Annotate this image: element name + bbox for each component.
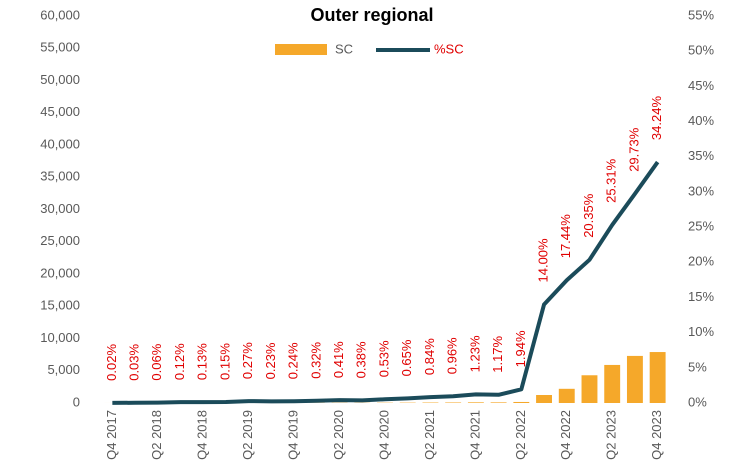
- data-label: 0.03%: [127, 343, 142, 380]
- legend-swatch: [275, 44, 327, 55]
- y-tick-label: 60,000: [40, 7, 80, 22]
- x-tick-label: Q4 2022: [558, 410, 573, 460]
- bar: [604, 364, 621, 403]
- y-tick-label: 35,000: [40, 169, 80, 184]
- bar: [626, 355, 643, 403]
- y-tick-label: 45,000: [40, 104, 80, 119]
- y-tick-label: 20,000: [40, 265, 80, 280]
- x-tick-label: Q2 2019: [240, 410, 255, 460]
- y-tick-label: 25,000: [40, 233, 80, 248]
- y-tick-label: 40,000: [40, 136, 80, 151]
- y-tick-label: 50,000: [40, 72, 80, 87]
- x-tick-label: Q4 2017: [104, 410, 119, 460]
- x-tick-label: Q2 2018: [149, 410, 164, 460]
- bar: [467, 402, 484, 403]
- data-label: 0.41%: [331, 341, 346, 378]
- y2-tick-label: 10%: [688, 324, 714, 339]
- y-tick-label: 0: [73, 394, 80, 409]
- data-label: 0.32%: [308, 341, 323, 378]
- x-tick-label: Q4 2018: [195, 410, 210, 460]
- data-label: 0.23%: [263, 342, 278, 379]
- x-tick-label: Q2 2020: [331, 410, 346, 460]
- bar: [513, 401, 530, 403]
- data-label: 0.53%: [376, 340, 391, 377]
- chart-title: Outer regional: [310, 5, 433, 25]
- data-label: 0.15%: [217, 343, 232, 380]
- data-label: 20.35%: [581, 193, 596, 238]
- y2-tick-label: 55%: [688, 7, 714, 22]
- bar: [445, 402, 462, 403]
- legend-label: %SC: [434, 41, 464, 56]
- data-label: 0.38%: [354, 341, 369, 378]
- data-label: 0.12%: [172, 343, 187, 380]
- bar: [558, 388, 575, 403]
- x-tick-label: Q4 2020: [376, 410, 391, 460]
- data-label: 1.17%: [490, 335, 505, 372]
- data-label: 0.13%: [195, 343, 210, 380]
- data-label: 0.06%: [149, 343, 164, 380]
- data-label: 0.84%: [422, 338, 437, 375]
- data-label: 34.24%: [649, 96, 664, 141]
- x-tick-label: Q2 2021: [422, 410, 437, 460]
- y-tick-label: 10,000: [40, 330, 80, 345]
- data-label: 25.31%: [604, 158, 619, 203]
- bar: [490, 402, 507, 403]
- data-label: 17.44%: [558, 214, 573, 259]
- y-tick-label: 55,000: [40, 40, 80, 55]
- y-tick-label: 15,000: [40, 298, 80, 313]
- x-tick-label: Q2 2023: [604, 410, 619, 460]
- y2-tick-label: 30%: [688, 183, 714, 198]
- data-label: 14.00%: [535, 238, 550, 283]
- y2-tick-label: 50%: [688, 43, 714, 58]
- y2-tick-label: 15%: [688, 289, 714, 304]
- x-tick-label: Q4 2021: [467, 410, 482, 460]
- legend-label: SC: [335, 41, 353, 56]
- line: [112, 160, 660, 405]
- x-tick-label: Q4 2019: [286, 410, 301, 460]
- y2-tick-label: 25%: [688, 219, 714, 234]
- y-tick-label: 5,000: [47, 362, 80, 377]
- bar: [649, 352, 666, 403]
- y2-tick-label: 20%: [688, 254, 714, 269]
- y2-tick-label: 5%: [688, 359, 707, 374]
- y2-tick-label: 0%: [688, 394, 707, 409]
- data-label: 1.94%: [513, 330, 528, 367]
- data-label: 0.24%: [286, 342, 301, 379]
- data-label: 0.65%: [399, 339, 414, 376]
- y2-tick-label: 45%: [688, 78, 714, 93]
- x-tick-label: Q4 2023: [649, 410, 664, 460]
- y-tick-label: 30,000: [40, 201, 80, 216]
- bar: [536, 395, 552, 403]
- data-label: 0.02%: [104, 344, 119, 381]
- bar: [581, 375, 598, 403]
- data-label: 0.27%: [240, 342, 255, 379]
- y2-tick-label: 35%: [688, 148, 714, 163]
- x-tick-label: Q2 2022: [513, 410, 528, 460]
- y2-tick-label: 40%: [688, 113, 714, 128]
- data-label: 29.73%: [626, 127, 641, 172]
- data-label: 1.23%: [467, 335, 482, 372]
- data-label: 0.96%: [445, 337, 460, 374]
